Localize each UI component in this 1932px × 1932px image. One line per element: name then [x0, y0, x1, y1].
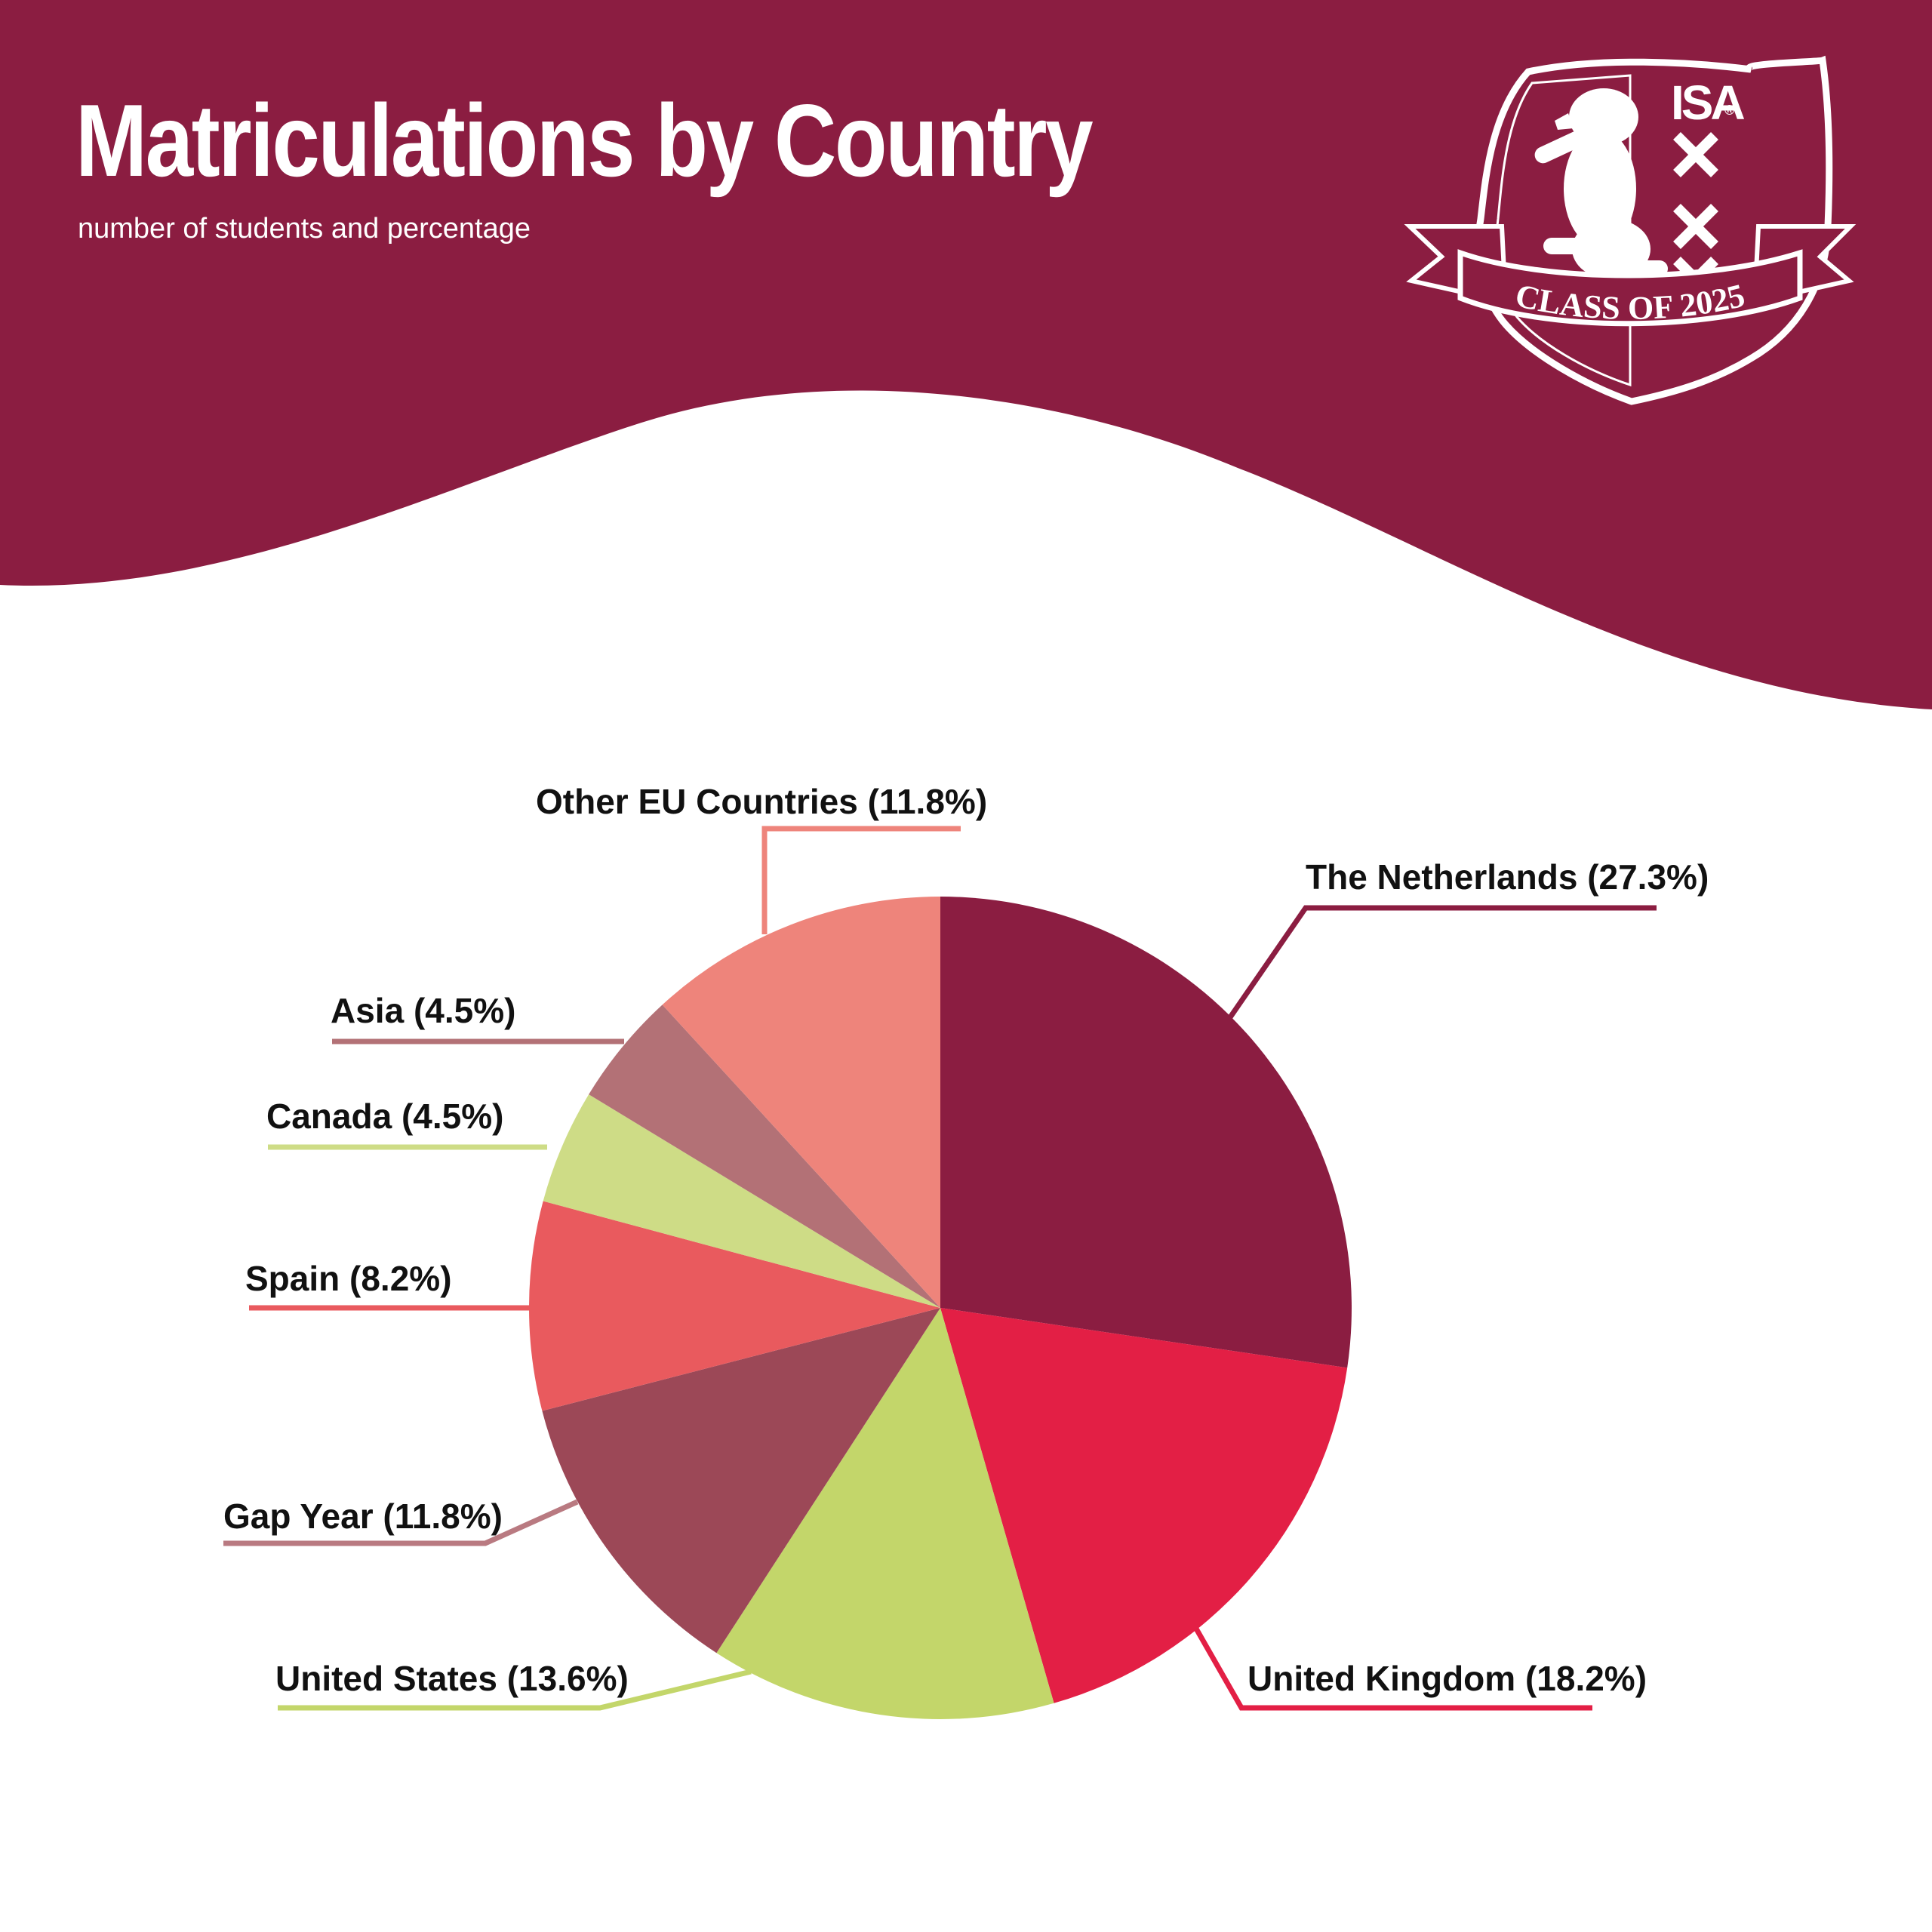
pie-slice-united-kingdom [940, 1308, 1348, 1703]
chart-subtitle: number of students and percentage [78, 213, 531, 245]
pie-slice-gap-year [542, 1308, 940, 1654]
pie-slice-other-eu-countries [662, 897, 940, 1308]
leader-line-united-kingdom [1193, 1627, 1592, 1711]
pie-slice-the-netherlands [940, 897, 1352, 1368]
pie-slice-spain [528, 1201, 940, 1411]
slice-label-united-states: United States (13.6%) [275, 1659, 629, 1698]
pie-labels: The Netherlands (27.3%) United Kingdom (1… [223, 782, 1709, 1711]
brand-isa: ISA [1671, 75, 1744, 130]
slice-label-united-kingdom: United Kingdom (18.2%) [1247, 1659, 1647, 1698]
leader-line-the-netherlands [1228, 905, 1657, 1019]
leader-line-gap-year [223, 1499, 579, 1546]
slice-label-canada: Canada (4.5%) [266, 1097, 503, 1136]
slice-label-asia: Asia (4.5%) [331, 991, 515, 1030]
pie-chart [528, 897, 1352, 1719]
pie-slice-canada [543, 1094, 940, 1308]
slice-label-the-netherlands: The Netherlands (27.3%) [1306, 857, 1709, 897]
chart-title: Matriculations by Country [75, 83, 1094, 198]
header-wave-background [0, 0, 1932, 709]
registered-mark: ® [1724, 103, 1734, 118]
leader-line-other-eu-countries [761, 826, 961, 934]
slice-label-gap-year: Gap Year (11.8%) [223, 1497, 503, 1536]
ribbon-band [1457, 249, 1803, 327]
isa-class-crest: ISA ® CLASS OF 2025 [1404, 55, 1857, 405]
slice-label-spain: Spain (8.2%) [245, 1259, 452, 1298]
leader-line-united-states [278, 1669, 752, 1711]
slice-label-other-eu-countries: Other EU Countries (11.8%) [536, 782, 987, 821]
pie-slice-united-states [716, 1308, 1054, 1719]
pie-slice-asia [589, 1004, 940, 1308]
